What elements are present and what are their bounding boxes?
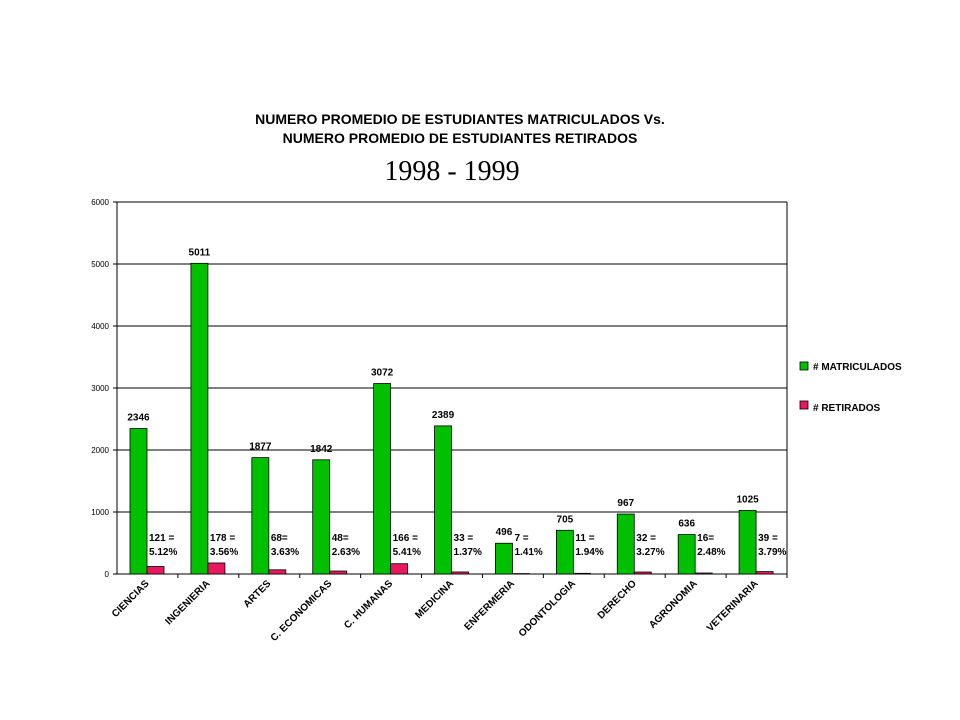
bar-matriculados bbox=[677, 534, 696, 575]
data-label-retirados-count: 121 = bbox=[149, 533, 174, 544]
legend-swatch-matriculados bbox=[799, 361, 809, 371]
data-label-retirados-count: 68= bbox=[271, 533, 288, 544]
y-tick-label: 2000 bbox=[91, 446, 109, 455]
category-label: VETERINARIA bbox=[705, 578, 761, 634]
data-label-retirados-count: 16= bbox=[697, 533, 714, 544]
bar-retirados bbox=[572, 572, 591, 575]
category-label: C. ECONOMICAS bbox=[269, 578, 335, 644]
data-label-matriculados: 496 bbox=[496, 527, 513, 538]
data-label-matriculados: 2389 bbox=[432, 410, 455, 421]
data-label-retirados-percent: 3.79% bbox=[758, 547, 786, 558]
legend-label-matriculados: # MATRICULADOS bbox=[813, 362, 902, 373]
data-label-retirados-count: 48= bbox=[332, 533, 349, 544]
data-label-retirados-percent: 1.37% bbox=[454, 547, 482, 558]
y-tick-label: 4000 bbox=[91, 322, 109, 331]
data-label-retirados-percent: 1.94% bbox=[575, 547, 603, 558]
category-label: ODONTOLOGIA bbox=[517, 578, 578, 639]
bar-retirados bbox=[207, 562, 226, 575]
data-label-retirados-count: 33 = bbox=[454, 533, 474, 544]
legend-swatch-retirados bbox=[799, 400, 809, 410]
data-label-matriculados: 3072 bbox=[371, 368, 394, 379]
bar-matriculados bbox=[373, 383, 392, 575]
bar-matriculados bbox=[190, 262, 209, 575]
chart-title: NUMERO PROMEDIO DE ESTUDIANTES MATRICULA… bbox=[255, 111, 665, 127]
data-label-matriculados: 1877 bbox=[249, 442, 272, 453]
bar-matriculados bbox=[616, 513, 635, 575]
bar-matriculados bbox=[251, 457, 270, 575]
data-label-matriculados: 1025 bbox=[736, 494, 759, 505]
bar-retirados bbox=[268, 569, 287, 575]
category-label: CIENCIAS bbox=[110, 578, 152, 620]
bar-retirados bbox=[755, 571, 774, 575]
bar-matriculados bbox=[129, 428, 148, 575]
category-label: INGENIERIA bbox=[163, 578, 212, 627]
bar-retirados bbox=[329, 570, 348, 575]
bar-retirados bbox=[694, 572, 713, 575]
bar-matriculados bbox=[434, 425, 452, 575]
data-label-matriculados: 2346 bbox=[127, 413, 150, 424]
data-label-retirados-percent: 3.56% bbox=[210, 547, 238, 558]
data-label-retirados-count: 39 = bbox=[758, 533, 778, 544]
y-tick-label: 3000 bbox=[91, 384, 109, 393]
data-label-retirados-count: 7 = bbox=[514, 533, 528, 544]
category-label: C. HUMANAS bbox=[342, 578, 395, 631]
bar-retirados bbox=[146, 566, 165, 575]
category-label: DERECHO bbox=[596, 578, 639, 621]
bar-matriculados bbox=[555, 529, 574, 575]
legend: # MATRICULADOS # RETIRADOS bbox=[799, 361, 902, 414]
data-label-matriculados: 5011 bbox=[189, 247, 211, 258]
plot-area: 0 1000 2000 3000 4000 5000 6000 2346 121 = 5.12% C… bbox=[91, 198, 788, 644]
y-tick-label: 5000 bbox=[91, 260, 109, 269]
data-label-retirados-count: 11 = bbox=[575, 533, 594, 544]
data-label-retirados-percent: 1.41% bbox=[514, 547, 542, 558]
chart-title-line2: NUMERO PROMEDIO DE ESTUDIANTES RETIRADOS bbox=[283, 130, 638, 146]
bar-matriculados bbox=[312, 459, 331, 575]
data-label-retirados-count: 32 = bbox=[636, 533, 656, 544]
data-label-retirados-percent: 2.48% bbox=[697, 547, 725, 558]
data-label-matriculados: 1842 bbox=[310, 444, 333, 455]
bar-matriculados bbox=[738, 510, 757, 575]
data-label-retirados-percent: 5.12% bbox=[149, 547, 177, 558]
data-label-retirados-percent: 3.63% bbox=[271, 547, 299, 558]
data-label-matriculados: 705 bbox=[557, 514, 574, 525]
data-label-retirados-percent: 2.63% bbox=[332, 547, 360, 558]
category-label: MEDICINA bbox=[413, 578, 456, 621]
data-label-retirados-percent: 5.41% bbox=[393, 547, 421, 558]
data-label-retirados-count: 166 = bbox=[393, 533, 418, 544]
category-label: AGRONOMIA bbox=[647, 578, 700, 631]
y-tick-label: 6000 bbox=[91, 198, 109, 207]
category-label: ARTES bbox=[242, 578, 274, 610]
chart-subtitle: 1998 - 1999 bbox=[384, 156, 519, 187]
category-label: ENFERMERIA bbox=[462, 578, 517, 633]
data-label-matriculados: 967 bbox=[617, 498, 634, 509]
data-label-retirados-percent: 3.27% bbox=[636, 547, 664, 558]
bar-retirados bbox=[390, 563, 409, 575]
bar-matriculados bbox=[495, 542, 513, 575]
legend-label-retirados: # RETIRADOS bbox=[813, 403, 881, 414]
data-label-retirados-count: 178 = bbox=[210, 533, 235, 544]
bar-retirados bbox=[633, 571, 652, 575]
y-tick-label: 0 bbox=[105, 570, 110, 579]
bar-retirados bbox=[451, 571, 469, 575]
y-tick-label: 1000 bbox=[91, 508, 109, 517]
data-label-matriculados: 636 bbox=[678, 519, 695, 530]
